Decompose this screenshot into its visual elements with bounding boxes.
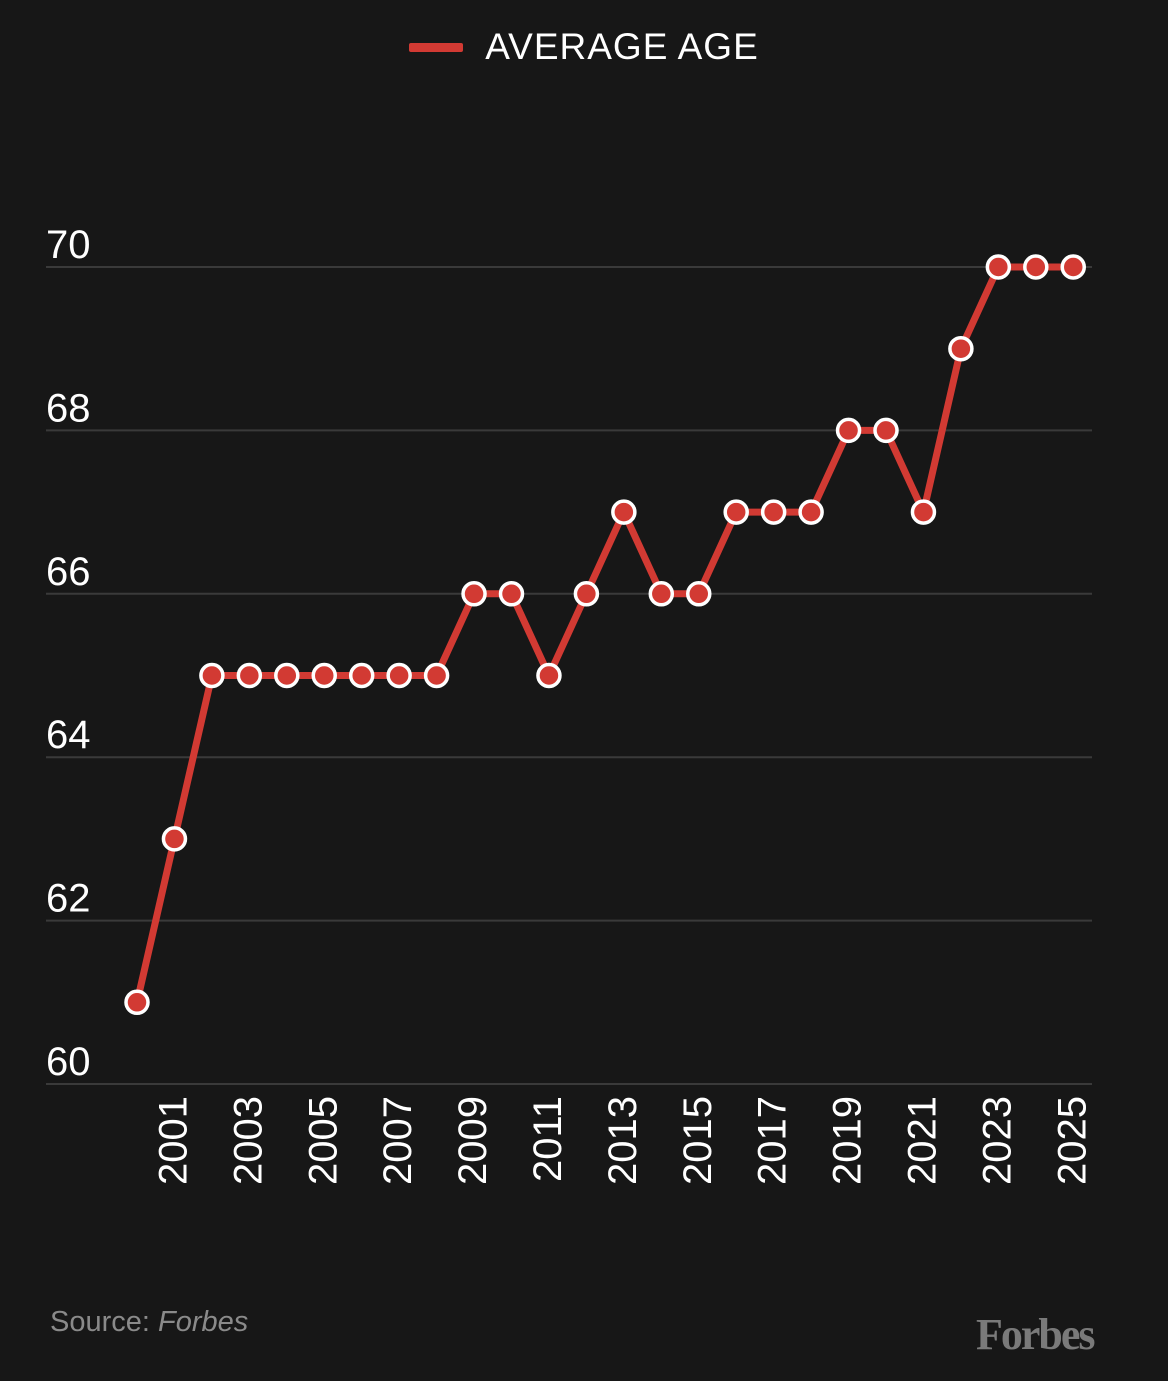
x-tick-label: 2009 [451,1096,495,1185]
source-prefix: Source: [50,1306,158,1338]
data-point [423,662,450,689]
data-point [798,499,824,525]
chart-legend: AVERAGE AGE [0,26,1168,68]
x-tick-label: 2003 [226,1096,270,1185]
y-tick-label: 66 [46,550,91,594]
data-point [873,417,899,444]
data-point [161,826,188,852]
source-note: Source: Forbes [50,1306,248,1339]
y-tick-label: 60 [46,1040,91,1084]
data-point [573,581,600,607]
data-point [386,662,412,689]
y-tick-label: 68 [46,386,91,430]
x-tick-label: 2015 [676,1096,720,1185]
data-point [274,662,300,689]
x-tick-label: 2025 [1050,1096,1094,1185]
series-line [133,263,1077,1006]
x-tick-label: 2005 [301,1096,345,1185]
y-tick-label: 70 [46,223,91,267]
data-point [686,581,712,607]
x-tick-label: 2017 [751,1096,795,1185]
y-tick-label: 64 [46,713,91,757]
data-point [835,417,862,444]
data-point [498,581,525,607]
data-point [611,499,637,525]
data-point [348,662,375,689]
x-tick-label: 2021 [900,1096,944,1185]
data-point [124,989,150,1016]
data-point [948,335,974,362]
data-point [236,662,263,689]
x-tick-label: 2019 [826,1096,870,1185]
legend-swatch [409,42,464,52]
data-point [311,662,337,689]
data-point [910,499,937,525]
data-point [723,499,749,525]
x-tick-label: 2011 [526,1096,570,1182]
data-point [461,581,487,607]
x-tick-label: 2013 [601,1096,645,1185]
legend-label: AVERAGE AGE [485,26,759,67]
data-point [536,662,562,689]
y-tick-label: 62 [46,877,91,921]
x-tick-label: 2007 [376,1096,420,1185]
x-tick-label: 2023 [975,1096,1019,1185]
data-point [760,499,787,525]
data-point [1060,254,1086,280]
data-point [199,662,225,689]
data-point [985,254,1012,280]
data-point [648,581,675,607]
source-name: Forbes [158,1306,249,1338]
forbes-logo: Forbes [976,1310,1096,1359]
data-point [1023,254,1049,280]
x-tick-label: 2001 [151,1096,195,1185]
